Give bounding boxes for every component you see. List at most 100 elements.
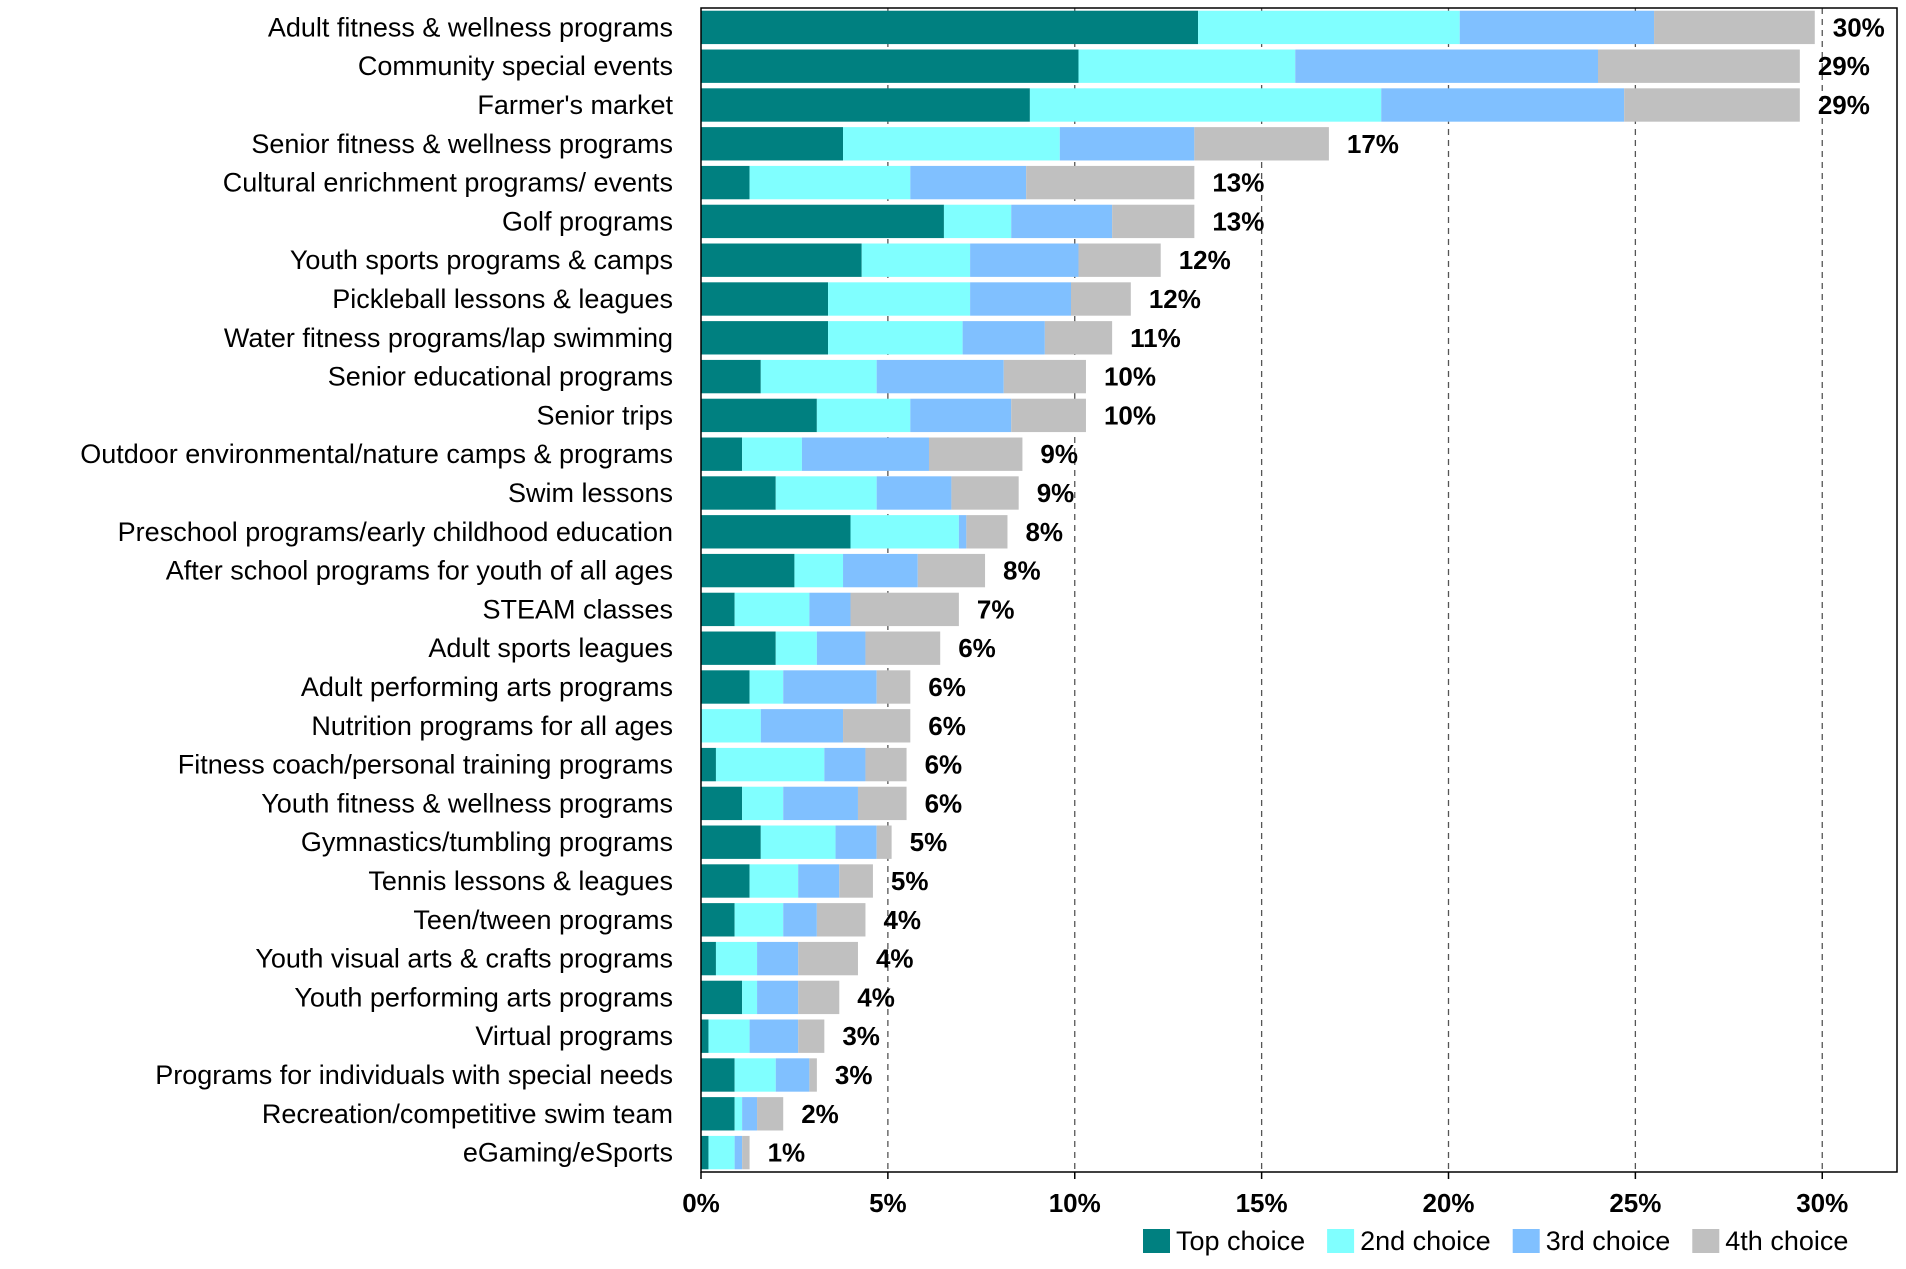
- bar-segment: [775, 476, 877, 510]
- bar-segment: [850, 592, 959, 627]
- bar-segment: [742, 980, 758, 1015]
- total-label: 11%: [1130, 323, 1181, 353]
- total-label: 5%: [910, 827, 948, 857]
- bar-segment: [798, 864, 840, 898]
- total-label: 8%: [1025, 517, 1063, 547]
- total-label: 12%: [1179, 245, 1231, 275]
- x-tick-label: 30%: [1796, 1188, 1848, 1218]
- bar-segment: [701, 359, 761, 394]
- bar-segment: [701, 282, 829, 316]
- category-label: After school programs for youth of all a…: [166, 556, 673, 586]
- bar-segment: [701, 825, 761, 859]
- bar-segment: [701, 398, 817, 433]
- bar-segment: [809, 592, 851, 627]
- bar-segment: [757, 941, 799, 976]
- x-tick-label: 20%: [1422, 1188, 1474, 1218]
- category-label: Adult performing arts programs: [301, 672, 673, 702]
- bar-segment: [757, 980, 799, 1015]
- total-label: 3%: [842, 1021, 880, 1051]
- bar-segment: [701, 864, 750, 898]
- bar-segment: [701, 1019, 709, 1053]
- category-label: Nutrition programs for all ages: [311, 711, 673, 741]
- total-label: 10%: [1104, 362, 1156, 392]
- total-label: 2%: [801, 1099, 839, 1129]
- x-tick-label: 25%: [1609, 1188, 1661, 1218]
- bar-segment: [701, 747, 716, 782]
- category-label: Pickleball lessons & leagues: [332, 284, 673, 314]
- category-label: Farmer's market: [477, 90, 673, 120]
- bar-segment: [798, 980, 840, 1015]
- legend-swatch: [1692, 1229, 1720, 1253]
- bar-segment: [701, 49, 1079, 83]
- bar-segment: [962, 321, 1045, 355]
- bar-segment: [701, 1135, 709, 1170]
- category-label: Senior educational programs: [328, 362, 673, 392]
- bar-segment: [951, 476, 1019, 510]
- total-label: 30%: [1833, 12, 1885, 42]
- bar-segment: [701, 1058, 735, 1092]
- bar-segment: [749, 864, 799, 898]
- bar-segment: [742, 1097, 758, 1131]
- total-label: 6%: [958, 633, 996, 663]
- total-label: 6%: [925, 788, 963, 818]
- bar-segment: [876, 670, 911, 704]
- category-label: Fitness coach/personal training programs: [178, 750, 673, 780]
- x-tick-label: 15%: [1236, 1188, 1288, 1218]
- bar-segment: [783, 903, 817, 937]
- bar-segment: [1078, 49, 1296, 83]
- gridlines: [887, 8, 1823, 1172]
- bar-segment: [701, 437, 743, 471]
- bar-segment: [708, 1135, 735, 1170]
- bar-segment: [798, 941, 858, 976]
- bar-segment: [1003, 359, 1086, 394]
- bar-segment: [742, 437, 802, 471]
- category-labels: Adult fitness & wellness programs Communi…: [80, 12, 673, 1167]
- bar-segment: [876, 825, 892, 859]
- bar-segment: [1194, 127, 1329, 161]
- bar-segment: [966, 515, 1008, 549]
- total-label: 13%: [1212, 206, 1264, 236]
- bar-segment: [775, 631, 817, 665]
- bar-segment: [876, 476, 952, 510]
- bar-segment: [816, 398, 911, 433]
- bar-segment: [1112, 204, 1195, 239]
- bar-segment: [760, 359, 877, 394]
- bar-segment: [865, 747, 907, 782]
- x-tick-label: 5%: [869, 1188, 907, 1218]
- category-label: Youth sports programs & camps: [290, 245, 673, 275]
- bar-segment: [701, 592, 735, 627]
- bar-segment: [734, 1097, 743, 1131]
- legend: Top choice 2nd choice 3rd choice 4th choice: [1143, 1226, 1848, 1256]
- bar-segment: [783, 786, 858, 821]
- category-label: Outdoor environmental/nature camps & pro…: [80, 439, 673, 469]
- plot-frame: [700, 7, 1898, 1173]
- bar-segment: [701, 903, 735, 937]
- bar-segment: [749, 165, 911, 200]
- category-label: Preschool programs/early childhood educa…: [118, 517, 673, 547]
- bar-segment: [742, 786, 784, 821]
- bar-segment: [701, 631, 776, 665]
- total-label: 3%: [835, 1060, 873, 1090]
- total-label: 8%: [1003, 556, 1041, 586]
- bar-segment: [970, 243, 1079, 277]
- bar-segment: [708, 1019, 750, 1053]
- bar-segment: [816, 631, 866, 665]
- category-label: Senior trips: [536, 400, 673, 430]
- bar-segment: [910, 165, 1027, 200]
- bar-segment: [1011, 398, 1086, 433]
- bar-segment: [1198, 10, 1460, 45]
- legend-label: 3rd choice: [1546, 1226, 1671, 1256]
- bar-segment: [734, 1135, 743, 1170]
- bar-segment: [701, 243, 862, 277]
- bar-segment: [1598, 49, 1800, 83]
- category-label: Tennis lessons & leagues: [368, 866, 673, 896]
- total-label: 4%: [876, 944, 914, 974]
- bar-segment: [760, 825, 836, 859]
- total-label: 7%: [977, 594, 1015, 624]
- category-label: Swim lessons: [508, 478, 673, 508]
- bar-segment: [958, 515, 967, 549]
- bar-segment: [843, 127, 1060, 161]
- bar-segment: [701, 553, 795, 588]
- category-label: Teen/tween programs: [413, 905, 673, 935]
- category-label: Adult fitness & wellness programs: [268, 12, 673, 42]
